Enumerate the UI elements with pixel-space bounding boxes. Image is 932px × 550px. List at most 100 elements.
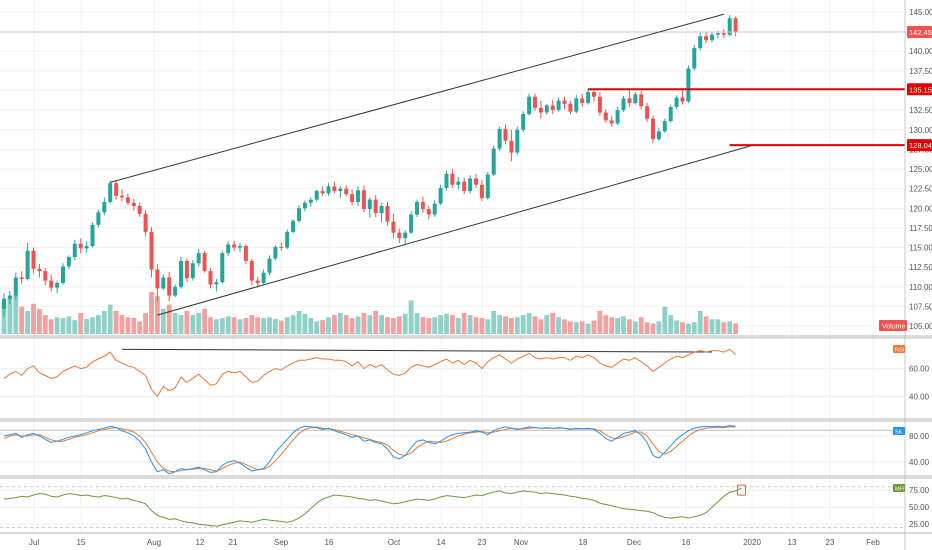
candle-body bbox=[674, 97, 679, 107]
candle-body bbox=[173, 286, 178, 296]
candle-body bbox=[302, 202, 307, 209]
volume-bar bbox=[184, 310, 190, 334]
volume-bar bbox=[514, 317, 520, 334]
candle-body bbox=[603, 112, 608, 121]
candle-body bbox=[84, 246, 89, 249]
volume-bar bbox=[733, 323, 738, 334]
volume-bar bbox=[96, 315, 101, 334]
volume-bar bbox=[343, 315, 349, 334]
volume-bar bbox=[473, 317, 479, 334]
volume-bar bbox=[19, 306, 25, 334]
volume-bar bbox=[131, 318, 137, 334]
candle-body bbox=[167, 277, 172, 296]
volume-bar bbox=[686, 323, 691, 334]
volume-bar bbox=[638, 317, 644, 334]
volume-bar bbox=[438, 315, 443, 334]
candle-body bbox=[361, 190, 366, 210]
volume-bar bbox=[78, 313, 84, 334]
candle-body bbox=[214, 282, 219, 285]
volume-bar bbox=[414, 313, 420, 334]
mfi-tick-label: 50.00 bbox=[909, 503, 930, 512]
candle-body bbox=[462, 181, 467, 192]
candle-body bbox=[249, 260, 254, 281]
volume-bar bbox=[196, 313, 202, 334]
volume-bar bbox=[84, 318, 89, 334]
candle-body bbox=[190, 263, 195, 279]
volume-bar bbox=[591, 320, 597, 334]
time-tick-label: Aug bbox=[147, 538, 161, 547]
candle-body bbox=[102, 202, 107, 213]
candle-body bbox=[108, 183, 113, 203]
price-tick-label: 130.00 bbox=[909, 126, 932, 135]
candle-body bbox=[686, 68, 691, 102]
volume-bar bbox=[615, 318, 620, 334]
candle-body bbox=[314, 191, 319, 200]
candle-body bbox=[592, 92, 596, 97]
volume-bar bbox=[48, 319, 54, 334]
candle-body bbox=[621, 98, 626, 111]
volume-bar bbox=[644, 322, 650, 334]
time-tick-label: Jul bbox=[29, 538, 39, 547]
candle-body bbox=[326, 186, 331, 194]
price-tick-label: 122.50 bbox=[909, 185, 932, 194]
candle-body bbox=[356, 190, 360, 203]
volume-bar bbox=[715, 319, 721, 334]
volume-bar bbox=[1, 302, 7, 334]
volume-bar bbox=[509, 318, 514, 334]
stoch-tick-label: 40.00 bbox=[909, 458, 930, 467]
volume-bar bbox=[432, 317, 438, 334]
price-tick-label: 125.00 bbox=[909, 165, 932, 174]
price-tick-label: 107.50 bbox=[909, 303, 932, 312]
mfi-badge-box bbox=[893, 484, 905, 492]
candle-body bbox=[161, 277, 166, 289]
candle-body bbox=[450, 173, 455, 185]
candle-body bbox=[66, 257, 71, 267]
volume-bar bbox=[355, 316, 361, 334]
candle-body bbox=[409, 214, 414, 233]
mfi-tick-label: 25.00 bbox=[909, 520, 930, 529]
candle-body bbox=[680, 97, 685, 102]
candle-body bbox=[43, 271, 48, 281]
candle-body bbox=[13, 277, 18, 296]
rsi-tick-label: 40.00 bbox=[909, 392, 930, 401]
stoch-badge-box bbox=[893, 427, 905, 435]
volume-bar bbox=[249, 315, 255, 334]
volume-bar bbox=[585, 323, 591, 334]
volume-bar bbox=[532, 316, 538, 334]
volume-bar bbox=[426, 318, 432, 334]
candle-body bbox=[25, 250, 30, 280]
volume-bar bbox=[267, 317, 272, 334]
volume-bar bbox=[503, 316, 508, 334]
volume-bar bbox=[332, 315, 337, 334]
stoch-tick-label: 80.00 bbox=[909, 432, 930, 441]
candle-body bbox=[509, 140, 514, 153]
volume-bar bbox=[385, 317, 390, 334]
volume-bar bbox=[261, 318, 266, 334]
volume-bar bbox=[296, 310, 302, 334]
candle-body bbox=[733, 18, 738, 32]
rsi-badge-box bbox=[893, 345, 905, 353]
volume-bar bbox=[379, 315, 384, 334]
volume-badge-box bbox=[879, 320, 907, 331]
candle-body bbox=[379, 205, 384, 214]
volume-bar bbox=[455, 318, 461, 334]
volume-bar bbox=[25, 310, 30, 334]
volume-bar bbox=[632, 321, 638, 334]
volume-bar bbox=[674, 320, 679, 334]
time-tick-label: 12 bbox=[196, 538, 205, 547]
volume-bar bbox=[727, 321, 733, 334]
candle-body bbox=[19, 277, 24, 280]
volume-bar bbox=[231, 317, 237, 334]
candle-body bbox=[202, 253, 207, 272]
candle-body bbox=[279, 246, 284, 248]
volume-bar bbox=[526, 313, 532, 334]
volume-bar bbox=[290, 315, 296, 334]
volume-bar bbox=[308, 318, 314, 334]
candle-body bbox=[403, 232, 408, 239]
time-tick-label: 23 bbox=[478, 538, 487, 547]
candle-body bbox=[226, 244, 231, 254]
volume-bar bbox=[603, 315, 609, 334]
candle-body bbox=[49, 280, 54, 288]
candle-body bbox=[538, 107, 543, 113]
